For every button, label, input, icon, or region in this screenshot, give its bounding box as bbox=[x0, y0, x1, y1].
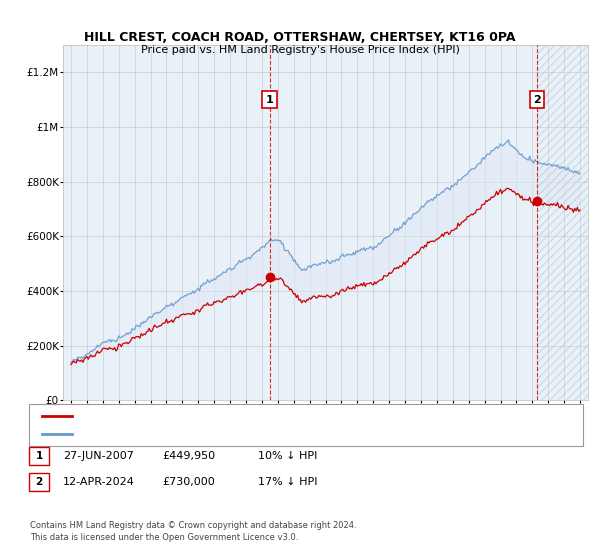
Text: 2: 2 bbox=[35, 477, 43, 487]
Text: 1: 1 bbox=[266, 95, 274, 105]
Text: 2: 2 bbox=[533, 95, 541, 105]
Text: HPI: Average price, detached house, Runnymede: HPI: Average price, detached house, Runn… bbox=[81, 429, 320, 439]
Text: This data is licensed under the Open Government Licence v3.0.: This data is licensed under the Open Gov… bbox=[30, 533, 298, 542]
Text: £730,000: £730,000 bbox=[162, 477, 215, 487]
Text: 1: 1 bbox=[35, 451, 43, 461]
Text: £449,950: £449,950 bbox=[162, 451, 215, 461]
Bar bbox=[537, 45, 588, 400]
Text: Contains HM Land Registry data © Crown copyright and database right 2024.: Contains HM Land Registry data © Crown c… bbox=[30, 521, 356, 530]
Text: HILL CREST, COACH ROAD, OTTERSHAW, CHERTSEY, KT16 0PA (detached house): HILL CREST, COACH ROAD, OTTERSHAW, CHERT… bbox=[81, 411, 475, 421]
Text: 10% ↓ HPI: 10% ↓ HPI bbox=[258, 451, 317, 461]
Text: Price paid vs. HM Land Registry's House Price Index (HPI): Price paid vs. HM Land Registry's House … bbox=[140, 45, 460, 55]
Text: HILL CREST, COACH ROAD, OTTERSHAW, CHERTSEY, KT16 0PA: HILL CREST, COACH ROAD, OTTERSHAW, CHERT… bbox=[84, 31, 516, 44]
Text: 12-APR-2024: 12-APR-2024 bbox=[63, 477, 135, 487]
Text: 27-JUN-2007: 27-JUN-2007 bbox=[63, 451, 134, 461]
Text: 17% ↓ HPI: 17% ↓ HPI bbox=[258, 477, 317, 487]
